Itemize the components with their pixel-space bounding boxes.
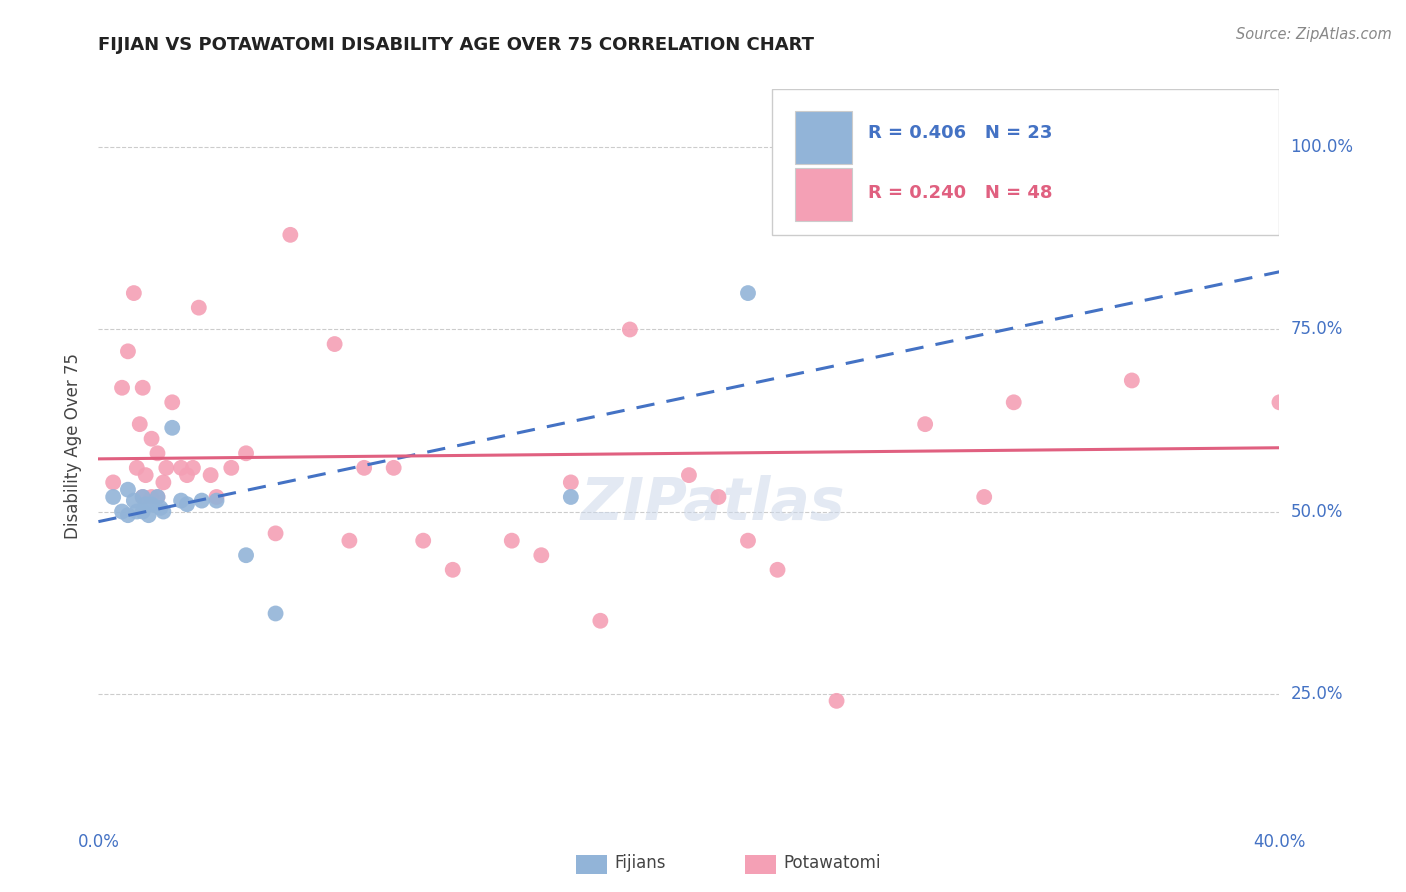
Point <box>146 490 169 504</box>
Point <box>135 468 157 483</box>
Point <box>125 504 148 518</box>
Point <box>678 468 700 483</box>
Point <box>1121 374 1143 388</box>
Text: Source: ZipAtlas.com: Source: ZipAtlas.com <box>1236 27 1392 42</box>
Point <box>170 460 193 475</box>
FancyBboxPatch shape <box>796 111 852 164</box>
Text: R = 0.406   N = 23: R = 0.406 N = 23 <box>869 125 1053 143</box>
Text: 0.0%: 0.0% <box>77 833 120 851</box>
Point <box>122 493 145 508</box>
Point <box>825 694 848 708</box>
Point <box>117 508 139 523</box>
Point <box>205 490 228 504</box>
Point <box>264 526 287 541</box>
Point <box>382 460 405 475</box>
Point <box>132 490 155 504</box>
Point <box>146 446 169 460</box>
Text: 100.0%: 100.0% <box>1291 138 1354 156</box>
Point <box>323 337 346 351</box>
Point <box>122 286 145 301</box>
FancyBboxPatch shape <box>796 168 852 221</box>
Point <box>707 490 730 504</box>
Point <box>235 548 257 562</box>
Point <box>219 460 242 475</box>
Point <box>1002 395 1025 409</box>
Point <box>1239 140 1261 154</box>
Point <box>135 497 157 511</box>
Text: 25.0%: 25.0% <box>1291 684 1343 703</box>
Point <box>1268 395 1291 409</box>
Point <box>914 417 936 432</box>
Text: R = 0.240   N = 48: R = 0.240 N = 48 <box>869 184 1053 202</box>
Point <box>278 227 302 242</box>
Point <box>170 493 193 508</box>
Point <box>619 322 641 336</box>
Point <box>162 421 183 435</box>
Point <box>200 468 222 483</box>
Point <box>132 504 155 518</box>
Point <box>353 460 375 475</box>
Point <box>155 460 177 475</box>
Text: 40.0%: 40.0% <box>1253 833 1306 851</box>
Point <box>111 504 134 518</box>
Point <box>191 493 214 508</box>
Point <box>162 395 183 409</box>
Point <box>337 533 360 548</box>
Text: Potawatomi: Potawatomi <box>783 855 880 872</box>
Point <box>152 504 174 518</box>
Text: Fijians: Fijians <box>614 855 666 872</box>
Point <box>132 490 155 504</box>
Point <box>125 460 148 475</box>
Point <box>103 490 125 504</box>
Point <box>128 417 150 432</box>
Point <box>117 483 139 497</box>
FancyBboxPatch shape <box>772 89 1279 235</box>
Point <box>111 381 134 395</box>
Point <box>103 475 125 490</box>
Point <box>235 446 257 460</box>
Point <box>141 432 163 446</box>
Point <box>737 533 759 548</box>
Point <box>176 497 198 511</box>
Point <box>149 500 172 515</box>
Text: FIJIAN VS POTAWATOMI DISABILITY AGE OVER 75 CORRELATION CHART: FIJIAN VS POTAWATOMI DISABILITY AGE OVER… <box>98 36 814 54</box>
Y-axis label: Disability Age Over 75: Disability Age Over 75 <box>65 353 83 539</box>
Point <box>264 607 287 621</box>
Point <box>589 614 612 628</box>
Point <box>132 381 155 395</box>
Point <box>146 490 169 504</box>
Point <box>737 286 759 301</box>
Point <box>141 497 163 511</box>
Point <box>530 548 553 562</box>
Point <box>441 563 464 577</box>
Text: 50.0%: 50.0% <box>1291 502 1343 521</box>
Point <box>138 508 160 523</box>
Point <box>560 475 582 490</box>
Point <box>117 344 139 359</box>
Text: ZIPatlas: ZIPatlas <box>581 475 845 532</box>
Point <box>205 493 228 508</box>
Point <box>560 490 582 504</box>
Point <box>766 563 789 577</box>
Point <box>187 301 209 315</box>
Point <box>141 490 163 504</box>
Text: 75.0%: 75.0% <box>1291 320 1343 338</box>
Point <box>181 460 204 475</box>
Point <box>152 475 174 490</box>
Point <box>973 490 995 504</box>
Point <box>176 468 198 483</box>
Point <box>501 533 523 548</box>
Point <box>412 533 434 548</box>
